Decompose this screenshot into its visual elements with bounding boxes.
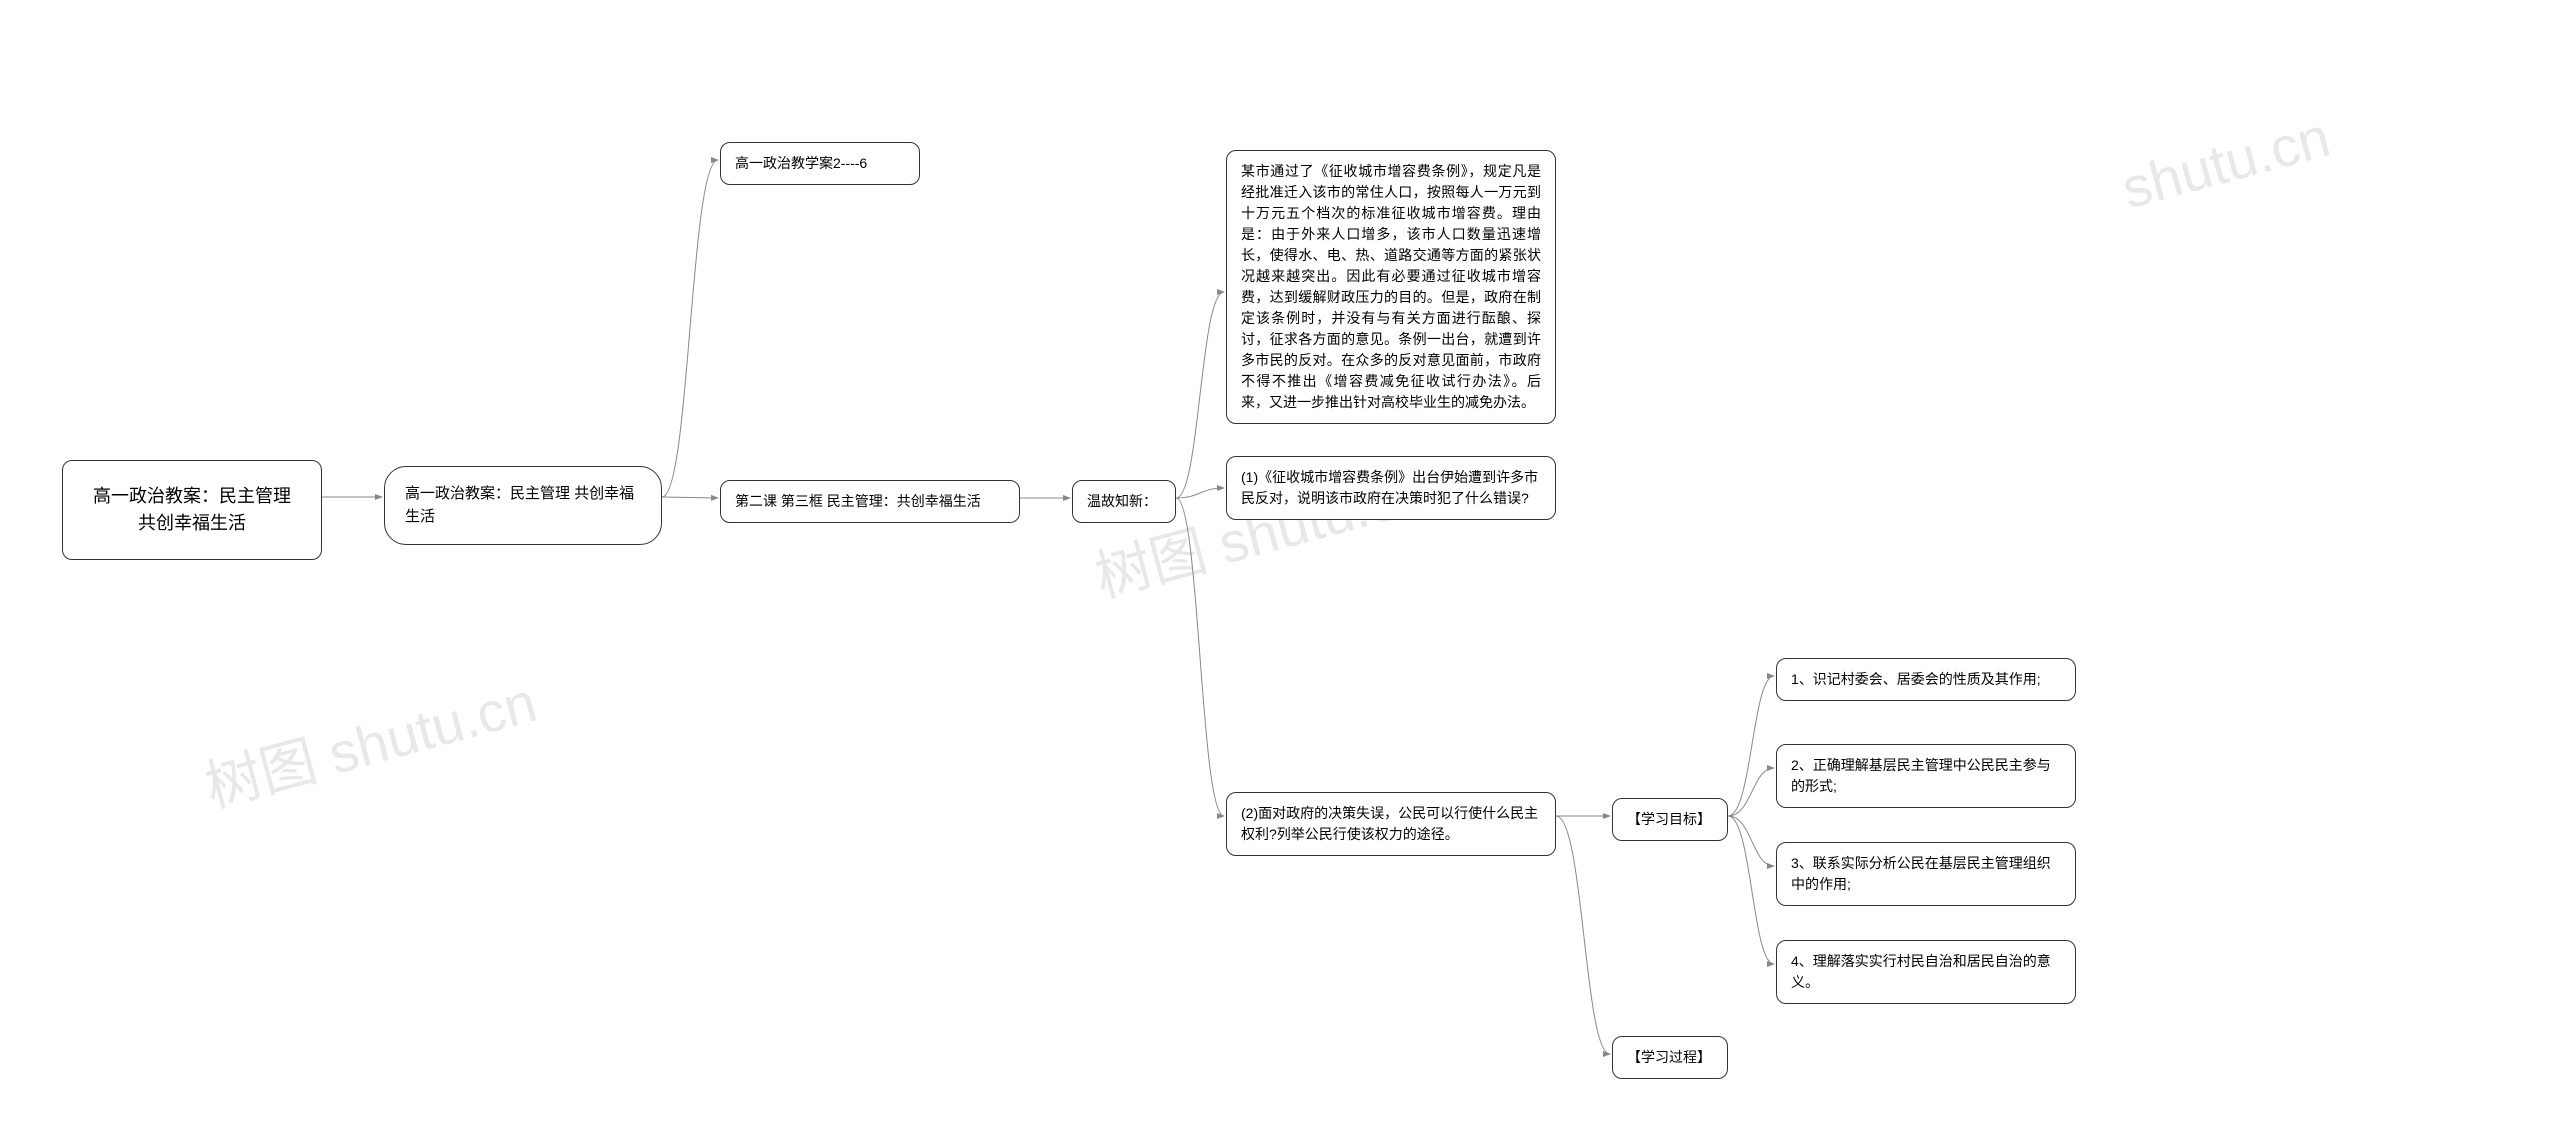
node-goal-3[interactable]: 3、联系实际分析公民在基层民主管理组织中的作用; xyxy=(1776,842,2076,906)
watermark-3: shutu.cn xyxy=(2115,104,2336,222)
watermark-1: 树图 shutu.cn xyxy=(195,657,544,823)
node-review[interactable]: 温故知新： xyxy=(1072,480,1176,523)
node-question-1[interactable]: (1)《征收城市增容费条例》出台伊始遭到许多市民反对，说明该市政府在决策时犯了什… xyxy=(1226,456,1556,520)
node-goal-4[interactable]: 4、理解落实实行村民自治和居民自治的意义。 xyxy=(1776,940,2076,1004)
node-root[interactable]: 高一政治教案：民主管理 共创幸福生活 xyxy=(62,460,322,560)
node-case-2-6[interactable]: 高一政治教学案2----6 xyxy=(720,142,920,185)
node-case-paragraph[interactable]: 某市通过了《征收城市增容费条例》，规定凡是经批准迁入该市的常住人口，按照每人一万… xyxy=(1226,150,1556,424)
node-goal-1[interactable]: 1、识记村委会、居委会的性质及其作用; xyxy=(1776,658,2076,701)
node-question-2[interactable]: (2)面对政府的决策失误，公民可以行使什么民主权利?列举公民行使该权力的途径。 xyxy=(1226,792,1556,856)
node-learning-goal[interactable]: 【学习目标】 xyxy=(1612,798,1728,841)
node-level1[interactable]: 高一政治教案：民主管理 共创幸福 生活 xyxy=(384,466,662,545)
node-goal-2[interactable]: 2、正确理解基层民主管理中公民民主参与的形式; xyxy=(1776,744,2076,808)
node-learning-process[interactable]: 【学习过程】 xyxy=(1612,1036,1728,1079)
node-lesson-title[interactable]: 第二课 第三框 民主管理：共创幸福生活 xyxy=(720,480,1020,523)
